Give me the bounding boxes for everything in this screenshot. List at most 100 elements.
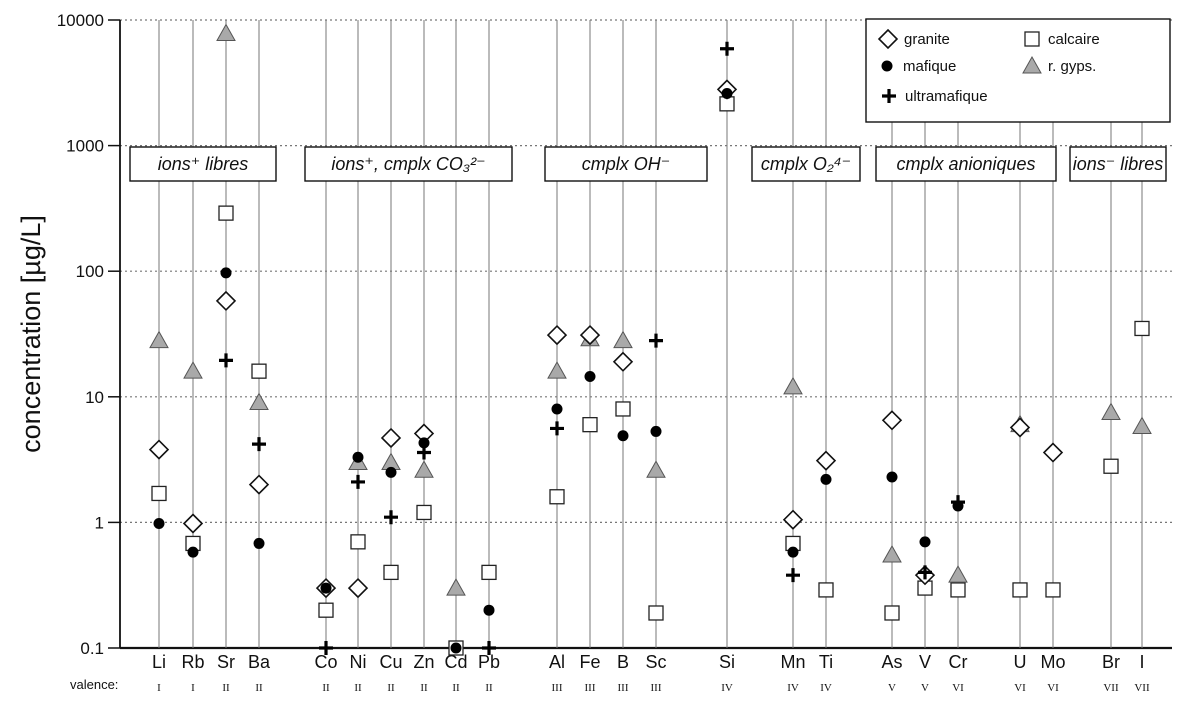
x-tick-label: Mo: [1040, 652, 1065, 672]
valence-label: IV: [721, 682, 733, 694]
data-point-mafique-Cu: [385, 466, 397, 478]
valence-label: II: [222, 682, 230, 694]
data-point-rgyps-Ba: [249, 392, 269, 411]
valence-label: II: [452, 682, 460, 694]
data-point-granite-Li: [148, 439, 170, 460]
legend: [865, 18, 1171, 123]
group-label: ions⁺, cmplx CO₃²⁻: [331, 154, 485, 174]
group-box: [751, 146, 861, 182]
data-point-mafique-Sr: [220, 267, 232, 279]
valence-label: II: [322, 682, 330, 694]
data-point-granite-Mo: [1042, 442, 1064, 463]
data-point-rgyps-Al: [547, 361, 567, 379]
data-point-mafique-As: [886, 471, 898, 483]
data-point-granite-Cu: [380, 427, 402, 449]
data-point-calcaire-Ni: [350, 534, 366, 550]
data-point-calcaire-B: [615, 401, 631, 417]
data-point-calcaire-As: [884, 605, 900, 621]
group-box: [304, 146, 513, 182]
data-point-mafique-V: [919, 536, 931, 548]
y-tick-label: 1: [95, 513, 104, 532]
data-point-ultramafique-V: [918, 565, 932, 580]
x-tick-label: I: [1139, 652, 1144, 672]
data-point-mafique-Li: [153, 518, 165, 530]
group-box: [875, 146, 1057, 182]
y-axis-label: concentration [µg/L]: [16, 215, 46, 453]
data-point-calcaire-Cu: [383, 564, 399, 581]
data-point-granite-Ti: [815, 450, 837, 471]
data-point-calcaire-Ba: [251, 363, 267, 379]
x-tick-label: Zn: [413, 652, 434, 672]
data-point-calcaire-Zn: [416, 504, 432, 521]
group-label: cmplx O₂⁴⁻: [761, 154, 851, 174]
valence-label: II: [255, 682, 263, 694]
data-point-granite-Fe: [579, 324, 601, 346]
valence-label: II: [354, 682, 362, 694]
data-point-mafique-Sc: [650, 425, 662, 437]
x-tick-label: Br: [1102, 652, 1120, 672]
x-tick-label: Co: [314, 652, 337, 672]
valence-label: V: [888, 682, 896, 694]
data-point-calcaire-Br: [1103, 458, 1119, 474]
valence-label: III: [552, 682, 563, 694]
data-point-ultramafique-Si: [720, 41, 734, 56]
valence-label: II: [420, 682, 428, 694]
data-point-granite-U: [1009, 417, 1031, 438]
valence-label: VII: [1103, 682, 1119, 694]
valence-label: IV: [787, 682, 799, 694]
data-point-rgyps-Mn: [783, 376, 803, 395]
data-point-mafique-Co: [320, 582, 332, 594]
y-tick-label: 1000: [66, 137, 104, 156]
data-point-mafique-B: [617, 430, 629, 442]
valence-label: VI: [1047, 682, 1059, 694]
valence-label: VI: [1014, 682, 1026, 694]
group-label: cmplx anioniques: [896, 154, 1035, 174]
data-point-rgyps-Cd: [446, 578, 466, 596]
data-point-ultramafique-Zn: [417, 445, 431, 460]
y-tick-label: 100: [76, 262, 104, 281]
data-point-calcaire-Sc: [648, 605, 664, 621]
data-point-rgyps-B: [613, 330, 633, 349]
valence-label: III: [618, 682, 629, 694]
x-tick-label: Ba: [248, 652, 271, 672]
data-point-calcaire-Li: [151, 485, 167, 502]
data-point-ultramafique-Al: [550, 421, 564, 436]
data-point-mafique-Al: [551, 403, 563, 415]
group-label: ions⁻ libres: [1073, 154, 1164, 174]
x-tick-label: Mn: [780, 652, 805, 672]
x-tick-label: Al: [549, 652, 565, 672]
data-point-mafique-Ni: [352, 451, 364, 463]
legend-marker-mafique: [881, 60, 893, 72]
y-tick-label: 10000: [57, 11, 104, 30]
data-point-granite-Sr: [215, 290, 237, 312]
legend-label-calcaire: calcaire: [1048, 31, 1100, 48]
x-tick-label: Sr: [217, 652, 235, 672]
data-point-mafique-Si: [721, 87, 733, 99]
data-point-ultramafique-Ba: [252, 437, 266, 452]
group-label: cmplx OH⁻: [582, 154, 671, 174]
legend-marker-granite: [877, 28, 899, 50]
valence-label: IV: [820, 682, 832, 694]
group-box: [544, 146, 708, 182]
data-point-granite-Al: [546, 324, 568, 346]
data-point-mafique-Mn: [787, 546, 799, 558]
data-point-rgyps-Cr: [948, 565, 968, 583]
valence-label: III: [585, 682, 596, 694]
legend-marker-rgyps: [1022, 55, 1042, 74]
x-tick-label: Sc: [645, 652, 666, 672]
data-point-calcaire-Cr: [950, 582, 966, 598]
data-point-rgyps-Br: [1101, 402, 1121, 420]
x-tick-label: Li: [152, 652, 166, 672]
data-point-calcaire-I: [1134, 320, 1150, 337]
data-point-calcaire-Ti: [818, 582, 834, 598]
group-label: ions⁺ libres: [158, 154, 249, 174]
data-point-granite-Mn: [782, 509, 804, 530]
data-point-mafique-Ba: [253, 537, 265, 549]
data-point-granite-B: [612, 351, 634, 372]
valence-axis-label: valence:: [70, 677, 118, 692]
x-tick-label: V: [919, 652, 931, 672]
data-point-ultramafique-Co: [319, 641, 333, 655]
data-point-ultramafique-Ni: [351, 474, 365, 489]
data-point-granite-Rb: [182, 513, 204, 534]
